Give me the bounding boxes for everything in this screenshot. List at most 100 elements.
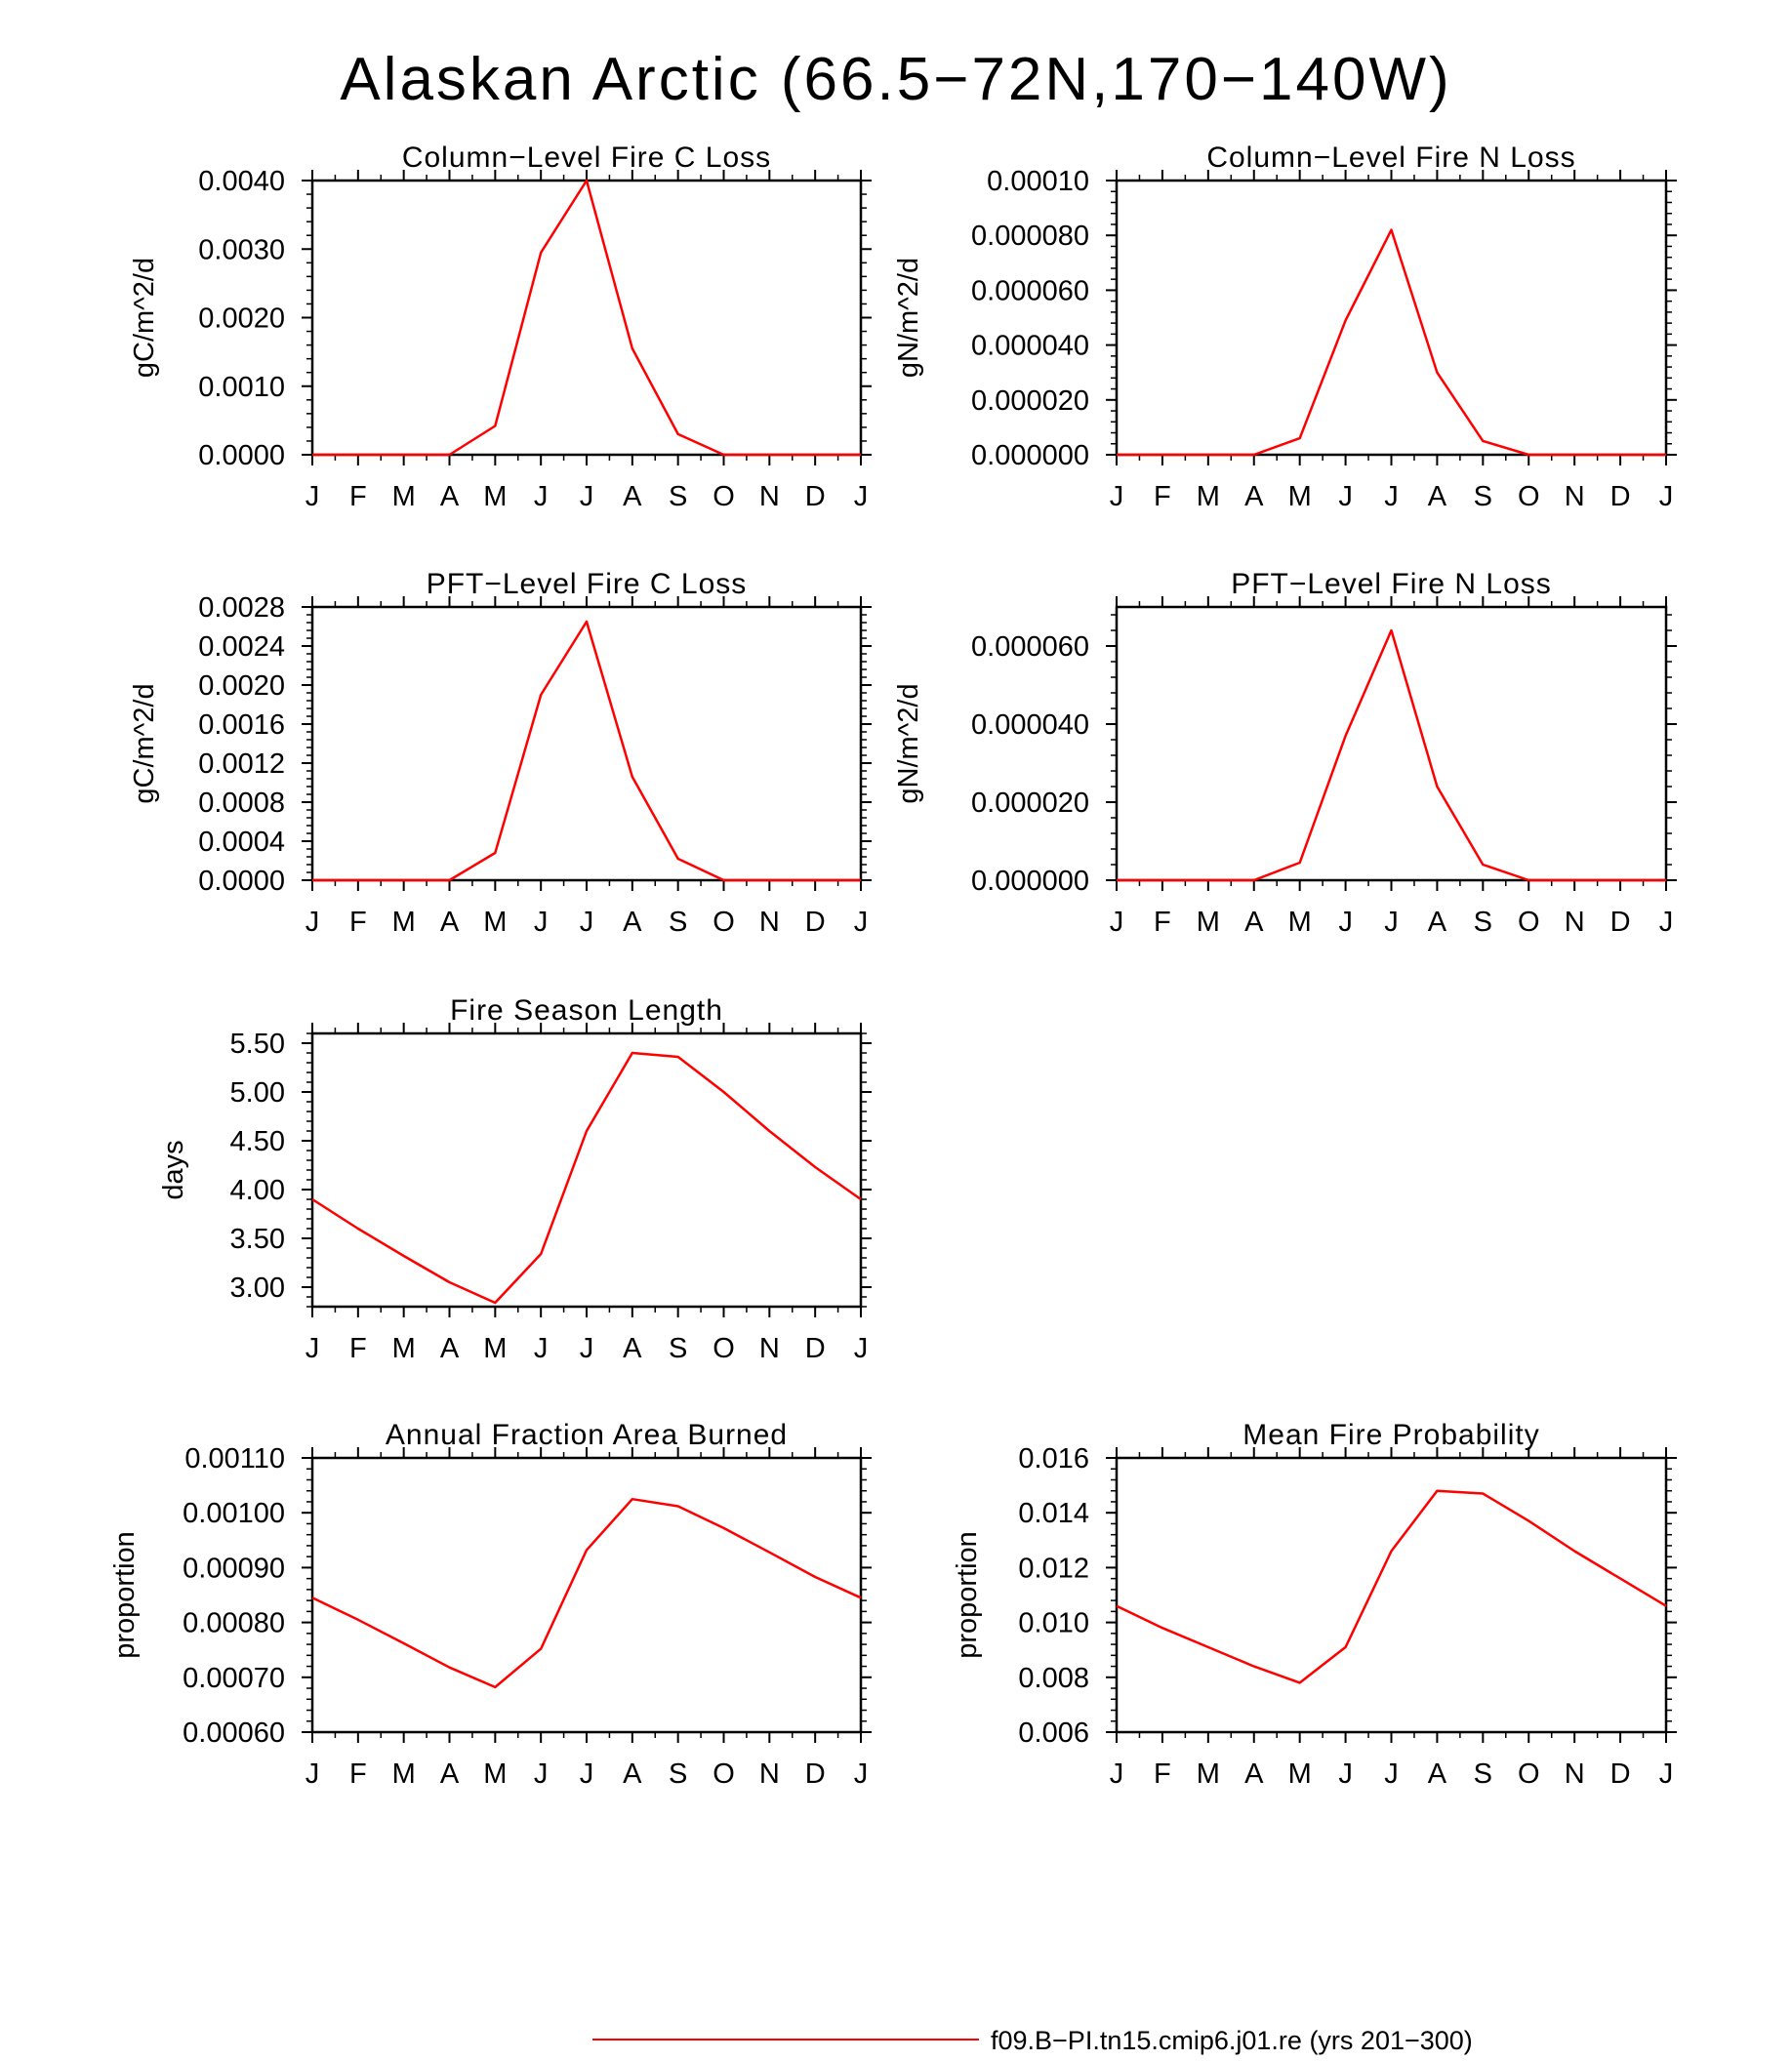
y-tick-label: 0.000060 xyxy=(971,631,1089,663)
y-tick-label: 0.0000 xyxy=(198,866,285,897)
x-tick-label: O xyxy=(713,907,735,938)
x-tick-label: M xyxy=(1288,907,1312,938)
x-tick-label: J xyxy=(1659,1758,1674,1790)
x-tick-label: S xyxy=(669,481,687,512)
y-axis-label: gN/m^2/d xyxy=(893,258,924,378)
x-tick-label: M xyxy=(392,481,416,512)
y-tick-label: 5.50 xyxy=(230,1029,285,1060)
y-tick-label: 0.006 xyxy=(1018,1718,1089,1749)
y-tick-label: 0.000020 xyxy=(971,385,1089,417)
y-tick-label: 3.00 xyxy=(230,1273,285,1304)
x-tick-label: J xyxy=(305,907,320,938)
x-tick-label: J xyxy=(854,481,869,512)
y-tick-label: 0.00080 xyxy=(183,1608,285,1639)
panel-title: Column−Level Fire C Loss xyxy=(402,141,771,174)
x-tick-label: J xyxy=(1338,907,1353,938)
panel-title: Column−Level Fire N Loss xyxy=(1206,141,1575,174)
panel-title: Mean Fire Probability xyxy=(1242,1419,1539,1451)
panel-title: PFT−Level Fire C Loss xyxy=(427,568,748,600)
x-tick-label: S xyxy=(1474,481,1492,512)
x-tick-label: D xyxy=(1610,1758,1631,1790)
x-tick-label: A xyxy=(440,1333,460,1364)
plot-frame xyxy=(1115,179,1668,457)
y-tick-label: 0.000060 xyxy=(971,275,1089,306)
panel-title: PFT−Level Fire N Loss xyxy=(1231,568,1552,600)
x-tick-label: N xyxy=(759,1758,780,1790)
x-tick-label: D xyxy=(1610,907,1631,938)
x-tick-label: J xyxy=(534,1333,549,1364)
plot-frame xyxy=(1115,1456,1668,1734)
y-tick-label: 0.0028 xyxy=(198,592,285,624)
plot-frame xyxy=(310,179,863,457)
y-axis-label: gN/m^2/d xyxy=(893,683,924,803)
y-tick-label: 0.00110 xyxy=(184,1443,285,1475)
y-axis-label: days xyxy=(158,1140,189,1199)
x-tick-label: J xyxy=(580,481,594,512)
x-tick-label: A xyxy=(440,907,460,938)
y-tick-label: 0.000040 xyxy=(971,331,1089,362)
x-tick-label: A xyxy=(1244,481,1264,512)
y-tick-label: 0.0030 xyxy=(198,234,285,265)
y-tick-label: 3.50 xyxy=(230,1224,285,1255)
x-tick-label: A xyxy=(440,481,460,512)
x-tick-label: J xyxy=(1110,481,1124,512)
x-tick-label: O xyxy=(713,481,735,512)
x-tick-label: J xyxy=(854,907,869,938)
x-tick-label: J xyxy=(1110,907,1124,938)
x-tick-label: F xyxy=(349,481,367,512)
y-tick-label: 4.50 xyxy=(230,1126,285,1157)
x-tick-label: M xyxy=(392,1758,416,1790)
x-tick-label: J xyxy=(305,1758,320,1790)
y-tick-label: 0.00090 xyxy=(183,1553,285,1584)
plot-frame xyxy=(310,1031,863,1309)
figure-title: Alaskan Arctic (66.5−72N,170−140W) xyxy=(340,46,1451,113)
y-axis-label: proportion xyxy=(952,1531,983,1659)
legend: f09.B−PI.tn15.cmip6.j01.re (yrs 201−300) xyxy=(592,2026,1473,2055)
x-tick-label: J xyxy=(1384,481,1399,512)
x-tick-label: A xyxy=(1244,1758,1264,1790)
x-tick-label: O xyxy=(1518,481,1540,512)
x-tick-label: M xyxy=(1197,1758,1220,1790)
x-tick-label: M xyxy=(392,907,416,938)
y-axis-label: gC/m^2/d xyxy=(129,258,160,378)
x-tick-label: O xyxy=(713,1333,735,1364)
x-tick-label: D xyxy=(805,1758,826,1790)
x-tick-label: J xyxy=(580,1333,594,1364)
x-tick-label: M xyxy=(483,1333,507,1364)
y-tick-label: 0.000080 xyxy=(971,221,1089,252)
x-tick-label: J xyxy=(1384,1758,1399,1790)
x-tick-label: A xyxy=(1428,481,1447,512)
series-line xyxy=(1117,628,1666,882)
x-tick-label: M xyxy=(392,1333,416,1364)
x-tick-label: O xyxy=(713,1758,735,1790)
x-tick-label: J xyxy=(1110,1758,1124,1790)
x-tick-label: J xyxy=(580,907,594,938)
x-tick-label: N xyxy=(1565,481,1585,512)
y-axis-label: gC/m^2/d xyxy=(129,683,160,803)
plot-frame xyxy=(310,605,863,882)
x-tick-label: F xyxy=(349,1758,367,1790)
x-tick-label: J xyxy=(305,481,320,512)
x-tick-label: D xyxy=(805,1333,826,1364)
y-tick-label: 0.000020 xyxy=(971,788,1089,819)
y-tick-label: 0.0020 xyxy=(198,303,285,335)
x-tick-label: A xyxy=(623,1758,642,1790)
y-tick-label: 0.0008 xyxy=(198,788,285,819)
y-tick-label: 0.0012 xyxy=(198,748,285,780)
x-tick-label: S xyxy=(1474,1758,1492,1790)
y-tick-label: 0.012 xyxy=(1018,1553,1089,1584)
plot-frame xyxy=(310,1456,863,1734)
x-tick-label: N xyxy=(1565,1758,1585,1790)
x-tick-label: M xyxy=(483,481,507,512)
plot-frame xyxy=(1115,605,1668,882)
x-tick-label: A xyxy=(623,481,642,512)
x-tick-label: A xyxy=(1428,907,1447,938)
x-tick-label: M xyxy=(483,907,507,938)
x-tick-label: A xyxy=(440,1758,460,1790)
x-tick-label: S xyxy=(669,1333,687,1364)
y-tick-label: 4.00 xyxy=(230,1175,285,1206)
